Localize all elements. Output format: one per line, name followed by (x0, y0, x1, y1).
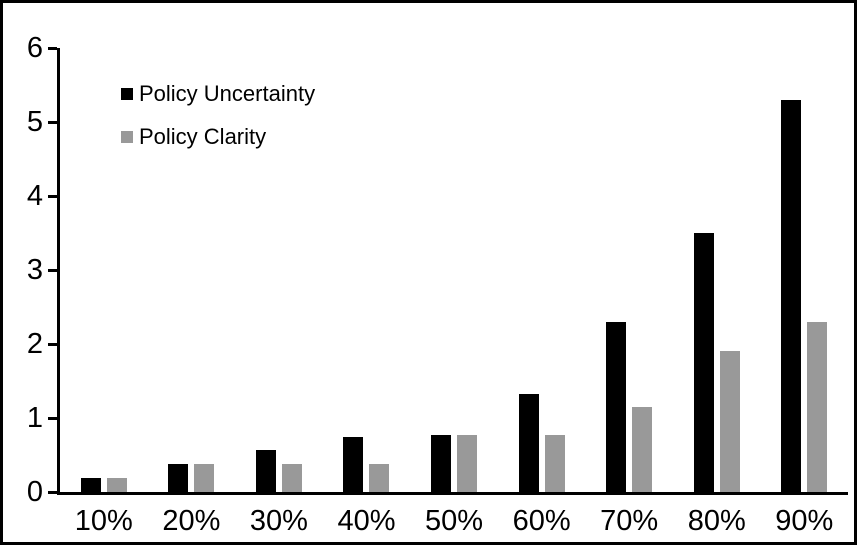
legend-entry-policy-uncertainty: Policy Uncertainty (121, 81, 315, 107)
bar-policy-clarity (106, 477, 127, 492)
legend-entry-policy-clarity: Policy Clarity (121, 124, 315, 150)
x-axis-tick-label: 40% (337, 505, 396, 537)
y-axis-tick-label: 3 (26, 254, 43, 286)
bar-policy-clarity (369, 463, 390, 492)
bar-group-30% (235, 48, 323, 492)
y-axis-tick (48, 120, 57, 124)
bar-policy-uncertainty (781, 99, 802, 492)
x-axis-tick-label: 70% (600, 505, 659, 537)
y-axis-tick-label: 2 (26, 328, 43, 360)
bar-group-50% (410, 48, 498, 492)
legend-label-policy-uncertainty: Policy Uncertainty (139, 81, 316, 106)
bar-group-80% (673, 48, 761, 492)
bar-group-40% (323, 48, 411, 492)
plot-area (57, 48, 848, 495)
legend-label-policy-clarity: Policy Clarity (139, 124, 267, 149)
bar-policy-uncertainty (606, 321, 627, 492)
y-axis-tick-label: 5 (26, 106, 43, 138)
bar-policy-clarity (457, 435, 478, 492)
y-axis-tick (48, 490, 57, 494)
legend-swatch-policy-clarity (121, 131, 133, 143)
bar-policy-uncertainty (518, 393, 539, 492)
bar-policy-uncertainty (80, 477, 101, 492)
y-axis-tick-label: 4 (26, 180, 43, 212)
bar-policy-clarity (281, 463, 302, 492)
bar-policy-uncertainty (168, 463, 189, 492)
bar-group-60% (498, 48, 586, 492)
bar-policy-clarity (194, 463, 215, 492)
bar-policy-uncertainty (255, 449, 276, 492)
bar-group-10% (60, 48, 148, 492)
x-axis-tick-label: 60% (512, 505, 571, 537)
x-axis-tick-label: 20% (162, 505, 221, 537)
bar-group-70% (585, 48, 673, 492)
y-axis-tick-label: 1 (26, 402, 43, 434)
x-axis-tick-label: 30% (249, 505, 308, 537)
bar-group-90% (761, 48, 849, 492)
x-axis-labels: 10% 20% 30% 40% 50% 60% 70% 80% 90% (60, 504, 848, 538)
x-axis-tick-label: 80% (687, 505, 746, 537)
bar-policy-clarity (632, 406, 653, 492)
bar-policy-clarity (544, 435, 565, 492)
x-axis-tick-label: 10% (74, 505, 133, 537)
bar-group-20% (148, 48, 236, 492)
x-axis-tick-label: 50% (425, 505, 484, 537)
legend-swatch-policy-uncertainty (121, 88, 133, 100)
y-axis-tick (48, 194, 57, 198)
bar-policy-clarity (807, 321, 828, 492)
bar-policy-clarity (719, 351, 740, 492)
y-axis-tick (48, 268, 57, 272)
y-axis-tick (48, 416, 57, 420)
y-axis-tick-label: 6 (26, 32, 43, 64)
y-axis-tick (48, 342, 57, 346)
y-axis-tick-label: 0 (26, 476, 43, 508)
legend: Policy Uncertainty Policy Clarity (121, 81, 315, 167)
x-axis-tick-label: 90% (775, 505, 834, 537)
bars-container (60, 48, 848, 492)
bar-policy-uncertainty (343, 436, 364, 492)
bar-policy-uncertainty (431, 435, 452, 492)
y-axis-tick (48, 46, 57, 50)
bar-policy-uncertainty (693, 233, 714, 492)
